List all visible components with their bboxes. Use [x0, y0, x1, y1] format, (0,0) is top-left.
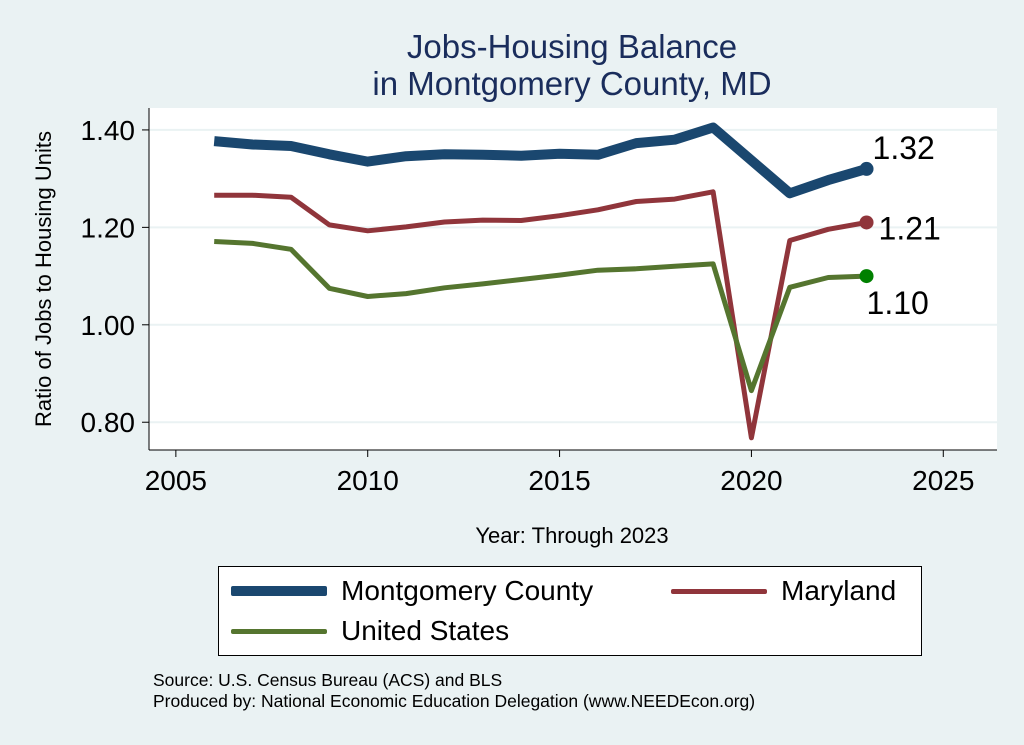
- x-tick-label: 2015: [528, 465, 590, 496]
- end-marker: [859, 269, 874, 284]
- legend: Montgomery County Maryland United States: [218, 566, 922, 656]
- series-line: [213, 122, 868, 199]
- legend-swatch-maryland: [671, 588, 767, 594]
- legend-label-montgomery: Montgomery County: [341, 575, 594, 606]
- x-tick-label: 2010: [337, 465, 399, 496]
- series-lines: [213, 122, 874, 441]
- source-note: Source: U.S. Census Bureau (ACS) and BLS: [153, 670, 503, 690]
- legend-swatch-united-states: [231, 628, 327, 634]
- chart-subtitle: in Montgomery County, MD: [372, 65, 771, 102]
- plot-area: [149, 108, 997, 450]
- gridlines: [149, 128, 997, 424]
- end-value-label: 1.32: [873, 130, 935, 166]
- legend-swatch-montgomery: [231, 586, 327, 596]
- x-tick-label: 2025: [912, 465, 974, 496]
- end-labels: 1.32 1.21 1.10: [867, 130, 941, 321]
- y-tick-label: 0.80: [81, 407, 136, 438]
- legend-item-maryland: Maryland: [671, 575, 896, 607]
- legend-item-united-states: United States: [231, 615, 509, 647]
- end-value-label: 1.21: [879, 210, 941, 246]
- chart-title: Jobs-Housing Balance: [407, 28, 737, 65]
- series-line: [214, 239, 867, 394]
- end-marker: [859, 215, 874, 230]
- y-tick-label: 1.40: [81, 115, 136, 146]
- legend-label-maryland: Maryland: [781, 575, 897, 606]
- x-tick-label: 2005: [145, 465, 207, 496]
- legend-label-united-states: United States: [341, 615, 510, 646]
- series-line: [214, 189, 867, 441]
- x-axis-label: Year: Through 2023: [475, 523, 668, 548]
- y-tick-label: 1.00: [81, 310, 136, 341]
- end-marker: [859, 161, 874, 176]
- y-axis-label: Ratio of Jobs to Housing Units: [31, 131, 56, 427]
- end-value-label: 1.10: [867, 285, 929, 321]
- axes: 0.80 1.00 1.20 1.40 2005 2010 2015 2020 2025: [81, 108, 997, 496]
- x-tick-label: 2020: [720, 465, 782, 496]
- y-tick-label: 1.20: [81, 212, 136, 243]
- producer-note: Produced by: National Economic Education…: [153, 691, 756, 711]
- legend-item-montgomery: Montgomery County: [231, 575, 593, 607]
